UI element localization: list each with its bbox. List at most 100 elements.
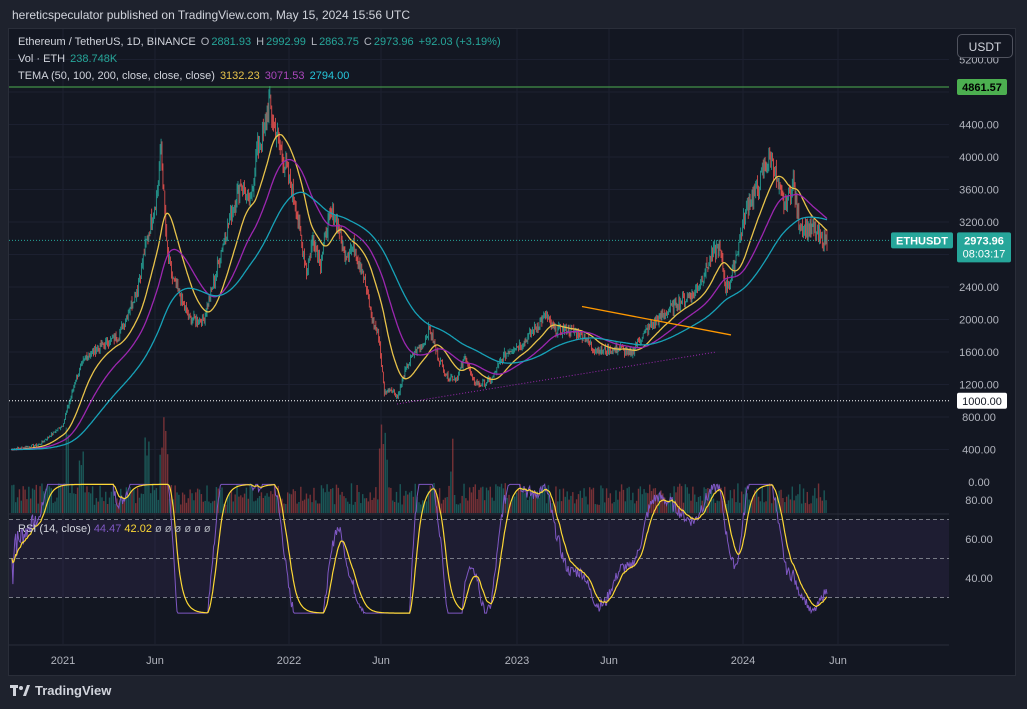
- volume-bar: [318, 503, 321, 513]
- volume-bar: [360, 503, 362, 513]
- tema-value-3: 2794.00: [309, 70, 350, 82]
- volume-bar: [557, 501, 559, 513]
- volume-bar: [58, 483, 60, 513]
- volume-bar: [512, 495, 514, 513]
- countdown-text: 08:03:17: [963, 248, 1006, 260]
- volume-bar: [200, 494, 203, 513]
- volume-bar: [812, 495, 814, 513]
- volume-bar: [317, 503, 319, 513]
- tema-value-2: 3071.53: [264, 70, 305, 82]
- volume-bar: [656, 494, 658, 513]
- volume-bar: [219, 490, 221, 513]
- time-tick: 2024: [731, 655, 755, 667]
- volume-bar: [407, 494, 409, 513]
- volume-bar: [770, 503, 773, 513]
- volume-bar: [742, 494, 745, 513]
- volume-bar: [39, 486, 41, 513]
- footer-brand-text: TradingView: [35, 683, 112, 698]
- volume-bar: [414, 483, 416, 513]
- volume-bar: [341, 491, 343, 513]
- footer-brand[interactable]: TradingView: [10, 683, 111, 698]
- volume-bar: [20, 500, 23, 513]
- volume-bar: [427, 491, 430, 513]
- volume-bar: [189, 489, 191, 513]
- volume-bar: [76, 487, 79, 513]
- volume-bar: [262, 498, 265, 513]
- volume-bar: [324, 492, 326, 513]
- volume-bar: [799, 484, 801, 513]
- volume-bar: [371, 499, 373, 513]
- volume-bar: [264, 495, 266, 513]
- volume-bar: [382, 444, 385, 513]
- volume-bar: [255, 500, 257, 513]
- tema-legend: TEMA (50, 100, 200, close, close, close)…: [18, 70, 351, 82]
- volume-bar: [121, 502, 124, 513]
- volume-bar: [645, 492, 647, 513]
- volume-bar: [251, 484, 253, 513]
- volume-bar: [739, 502, 741, 513]
- price-tick: 3600.00: [959, 185, 999, 197]
- volume-bar: [45, 488, 47, 513]
- price-chart[interactable]: 5200.004400.004000.003600.003200.002800.…: [9, 29, 1015, 675]
- tema-slow-line: [11, 191, 828, 451]
- volume-bar: [444, 497, 446, 513]
- volume-bar: [720, 487, 722, 513]
- volume-bar: [328, 491, 330, 513]
- volume-bar: [628, 486, 630, 513]
- volume-bar: [498, 486, 501, 513]
- volume-bar: [682, 502, 685, 513]
- volume-bar: [63, 483, 66, 513]
- volume-bar: [412, 496, 415, 513]
- volume-bar: [647, 493, 649, 513]
- volume-bar: [510, 502, 512, 513]
- volume-bar: [97, 501, 99, 513]
- volume-bar: [572, 492, 574, 513]
- volume-bar: [558, 489, 561, 513]
- volume-bar: [457, 504, 460, 513]
- volume-bar: [221, 487, 223, 513]
- volume-bar: [127, 495, 129, 513]
- volume-bar: [225, 504, 227, 513]
- volume-bar: [643, 489, 645, 513]
- volume-bar: [452, 438, 454, 513]
- volume-bar: [136, 488, 139, 513]
- volume-bar: [607, 497, 610, 513]
- volume-bar: [93, 504, 96, 513]
- volume-bar: [714, 502, 717, 513]
- volume-bar: [46, 485, 49, 513]
- high-value: 2992.99: [266, 36, 306, 48]
- volume-bar: [523, 493, 525, 513]
- volume-bar: [789, 499, 792, 513]
- currency-button[interactable]: USDT: [957, 34, 1013, 58]
- volume-bar: [86, 486, 88, 513]
- volume-bar: [823, 490, 825, 513]
- volume-bar: [243, 493, 246, 513]
- chart-frame[interactable]: 5200.004400.004000.003600.003200.002800.…: [8, 28, 1016, 676]
- volume-bar: [600, 485, 602, 513]
- volume-bar: [731, 498, 733, 513]
- volume-bar: [296, 503, 298, 513]
- volume-bar: [455, 504, 458, 513]
- volume-bar: [170, 485, 173, 513]
- volume-bar: [635, 500, 638, 513]
- resistance-price-text: 4861.57: [962, 82, 1002, 94]
- volume-bar: [140, 493, 143, 513]
- volume-bar: [761, 486, 763, 513]
- tema-lines: [11, 133, 828, 451]
- volume-bar: [61, 485, 64, 513]
- volume-bar: [399, 484, 401, 513]
- volume-bar: [377, 499, 379, 513]
- volume-bar: [626, 488, 628, 513]
- volume-bar: [596, 504, 598, 513]
- volume-bar: [234, 494, 236, 513]
- volume-bar: [110, 491, 113, 513]
- volume-bar: [667, 501, 670, 513]
- rsi-tick: 80.00: [965, 495, 993, 507]
- volume-label: Vol · ETH: [18, 53, 66, 65]
- volume-bar: [431, 487, 433, 513]
- volume-bar: [429, 485, 431, 513]
- volume-bar: [191, 493, 193, 513]
- volume-bar: [232, 501, 234, 513]
- volume-bar: [821, 500, 824, 513]
- volume-bar: [776, 497, 778, 513]
